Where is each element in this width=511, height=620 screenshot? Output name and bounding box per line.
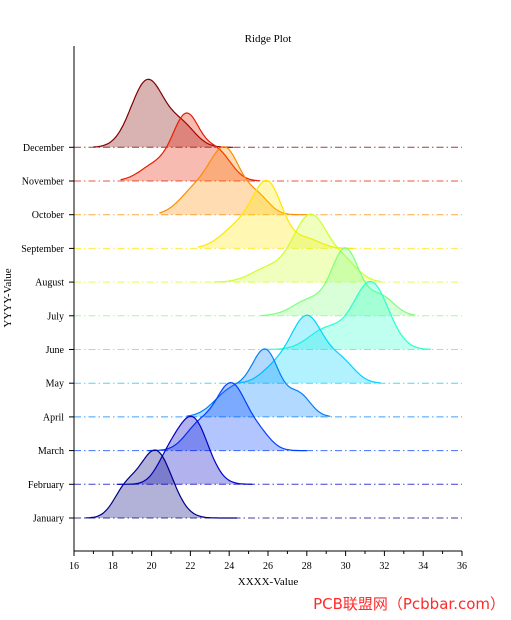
ridge-february xyxy=(74,415,462,485)
ridges xyxy=(74,78,462,519)
y-tick-label: February xyxy=(28,480,64,491)
y-tick-label: March xyxy=(38,446,64,457)
ridge-fill-april xyxy=(186,348,331,417)
ridge-december xyxy=(74,78,462,148)
x-tick-label: 34 xyxy=(418,561,428,572)
ridge-line-september xyxy=(198,179,354,249)
x-tick-label: 22 xyxy=(185,561,195,572)
x-tick-label: 28 xyxy=(302,561,312,572)
ridge-fill-july xyxy=(260,247,416,316)
ridge-january xyxy=(74,449,462,519)
x-ticks: 16 18 20 22 24 26 28 30 32 34 36 xyxy=(69,551,467,572)
ridge-fill-december xyxy=(93,79,234,148)
chart-title: Ridge Plot xyxy=(245,33,292,45)
x-tick-label: 32 xyxy=(379,561,389,572)
watermark: PCB联盟网（Pcbbar.com） xyxy=(313,595,505,613)
y-tick-label: September xyxy=(21,244,64,255)
ridge-line-february xyxy=(116,415,253,485)
ridge-line-may xyxy=(236,314,381,384)
ridge-line-october xyxy=(159,146,307,216)
ridge-fill-august xyxy=(213,214,381,283)
ridge-line-january xyxy=(85,449,237,519)
y-tick-label: August xyxy=(35,278,64,289)
ridge-line-march xyxy=(147,381,307,452)
ridge-september xyxy=(74,179,462,249)
x-tick-label: 26 xyxy=(263,561,273,572)
ridge-line-august xyxy=(213,213,381,283)
ridge-line-june xyxy=(264,280,432,351)
x-tick-label: 24 xyxy=(224,561,234,572)
ridge-fill-september xyxy=(198,180,354,249)
y-tick-label: November xyxy=(22,177,65,188)
ridge-fill-october xyxy=(159,146,307,215)
x-tick-label: 30 xyxy=(341,561,351,572)
x-tick-label: 36 xyxy=(457,561,467,572)
x-tick-label: 20 xyxy=(147,561,157,572)
ridge-october xyxy=(74,146,462,216)
ridge-fill-may xyxy=(237,315,381,384)
x-tick-label: 18 xyxy=(108,561,118,572)
ridge-april xyxy=(74,348,462,418)
ridge-fill-june xyxy=(264,281,431,350)
y-tick-label: April xyxy=(43,412,64,423)
ridge-may xyxy=(74,314,462,384)
ridge-line-april xyxy=(186,348,331,417)
x-axis-title: XXXX-Value xyxy=(238,576,299,588)
ridge-fill-february xyxy=(116,416,253,485)
y-axis-title: YYYY-Value xyxy=(2,268,14,327)
y-tick-label: October xyxy=(32,210,65,221)
y-tick-label: May xyxy=(46,379,64,390)
y-tick-label: July xyxy=(47,311,64,322)
ridge-march xyxy=(74,381,462,452)
y-tick-label: December xyxy=(23,143,65,154)
y-tick-label: January xyxy=(33,514,64,525)
x-tick-label: 16 xyxy=(69,561,79,572)
y-tick-label: June xyxy=(46,345,65,356)
ridge-fill-november xyxy=(120,113,261,181)
y-ticks: December November October September August Ju… xyxy=(21,143,74,525)
ridge-line-july xyxy=(260,247,416,317)
ridge-line-november xyxy=(120,112,261,182)
ridge-line-december xyxy=(93,78,234,148)
ridge-june xyxy=(74,280,462,351)
ridge-fill-january xyxy=(85,450,237,518)
ridge-august xyxy=(74,213,462,283)
ridge-fill-march xyxy=(147,382,307,451)
ridge-july xyxy=(74,247,462,317)
